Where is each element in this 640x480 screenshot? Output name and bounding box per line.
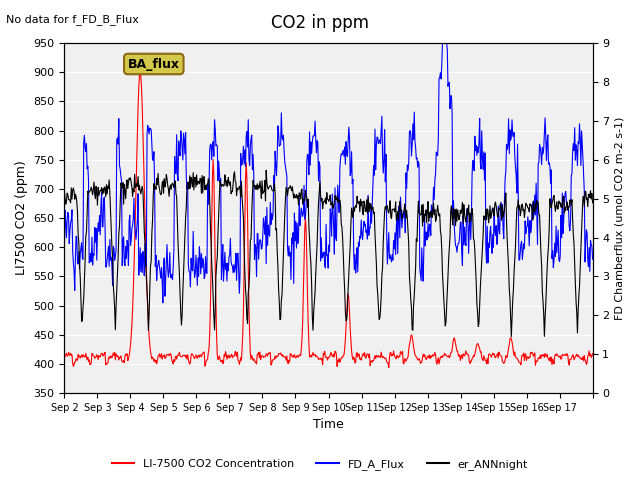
Text: No data for f_FD_B_Flux: No data for f_FD_B_Flux — [6, 14, 140, 25]
Y-axis label: LI7500 CO2 (ppm): LI7500 CO2 (ppm) — [15, 161, 28, 276]
Y-axis label: FD Chamberflux (umol CO2 m-2 s-1): FD Chamberflux (umol CO2 m-2 s-1) — [615, 116, 625, 320]
Text: BA_flux: BA_flux — [128, 58, 180, 71]
Legend: LI-7500 CO2 Concentration, FD_A_Flux, er_ANNnight: LI-7500 CO2 Concentration, FD_A_Flux, er… — [108, 455, 532, 474]
X-axis label: Time: Time — [313, 419, 344, 432]
Text: CO2 in ppm: CO2 in ppm — [271, 14, 369, 33]
